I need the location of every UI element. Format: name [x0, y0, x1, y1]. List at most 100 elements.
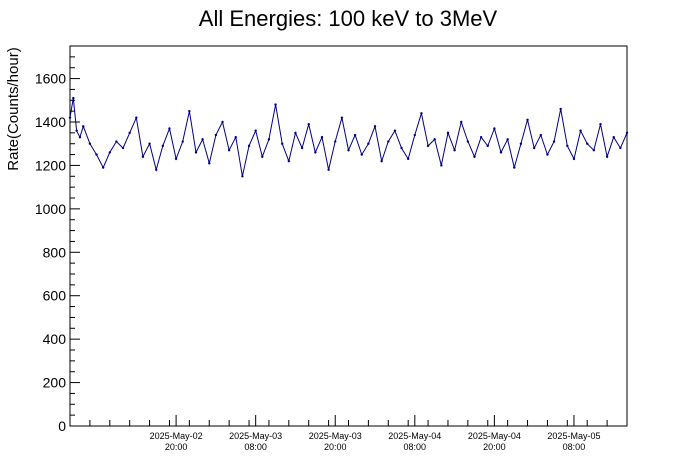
data-point: [334, 140, 337, 143]
data-point: [221, 120, 224, 124]
data-point: [566, 144, 569, 148]
y-axis-label: Rate(Counts/hour): [5, 47, 22, 170]
data-point: [599, 122, 602, 126]
data-point: [327, 168, 330, 171]
data-point: [161, 144, 165, 148]
data-point: [227, 149, 231, 152]
data-point: [280, 142, 284, 145]
data-point: [440, 164, 443, 167]
x-tick-label: 08:00: [244, 442, 267, 452]
data-point: [135, 116, 138, 119]
x-tick-label: 2025-May-05: [547, 431, 600, 441]
y-tick-label: 800: [43, 244, 67, 260]
y-tick-label: 1600: [35, 71, 66, 87]
data-point: [426, 144, 430, 148]
data-point: [287, 159, 291, 163]
series-line: [69, 98, 628, 177]
data-point: [473, 155, 476, 158]
data-point: [380, 159, 383, 163]
data-point: [373, 125, 377, 128]
data-point: [519, 142, 523, 145]
plot-area: 0 200 400 600 800 1000 1200 1400 1600 2025-May-02…: [35, 45, 629, 452]
y-tick-label: 200: [43, 375, 67, 391]
y-tick-label: 0: [58, 418, 66, 434]
data-point: [453, 149, 456, 152]
data-point: [168, 127, 171, 130]
data-point: [532, 146, 536, 150]
x-tick-label: 08:00: [404, 442, 427, 452]
data-point: [72, 96, 75, 100]
data-point: [214, 133, 218, 137]
data-point: [486, 144, 489, 148]
data-point: [128, 131, 131, 135]
data-point: [78, 136, 82, 139]
data-point: [82, 125, 85, 128]
data-point: [493, 127, 496, 130]
data-point: [592, 149, 596, 152]
data-point: [314, 151, 317, 154]
data-point: [294, 131, 297, 135]
y-tick-label: 1400: [35, 114, 66, 130]
data-point: [307, 122, 310, 126]
data-point: [446, 131, 450, 135]
data-point: [559, 107, 562, 111]
data-point: [612, 136, 615, 139]
data-point: [466, 140, 470, 143]
data-point: [300, 146, 304, 150]
chart-title: All Energies: 100 keV to 3MeV: [199, 6, 498, 31]
data-point: [267, 138, 271, 141]
data-point: [546, 153, 549, 156]
data-point: [605, 155, 609, 158]
data-point: [586, 142, 589, 145]
y-tick-label: 1000: [35, 201, 66, 217]
x-tick-label: 2025-May-03: [229, 431, 282, 441]
data-point: [188, 109, 191, 113]
x-tick-label: 2025-May-03: [309, 431, 362, 441]
data-point: [353, 133, 357, 137]
data-point: [387, 140, 390, 143]
x-tick-label: 20:00: [483, 442, 506, 452]
data-point: [141, 155, 145, 158]
data-point: [148, 142, 151, 145]
data-point: [121, 146, 125, 150]
data-point: [108, 151, 111, 154]
x-tick-label: 08:00: [563, 442, 586, 452]
data-point: [420, 112, 423, 115]
data-point: [274, 103, 277, 106]
data-point: [552, 140, 556, 143]
data-point: [254, 129, 257, 132]
data-point: [619, 146, 622, 150]
data-point: [406, 157, 410, 161]
x-tick-label: 20:00: [165, 442, 188, 452]
data-point: [433, 138, 436, 141]
data-point: [320, 136, 324, 139]
data-point: [174, 157, 178, 161]
data-point: [194, 151, 198, 154]
data-point: [75, 129, 78, 132]
data-point: [513, 166, 516, 169]
y-tick-label: 400: [43, 331, 67, 347]
data-point: [360, 153, 363, 156]
data-point: [499, 151, 503, 154]
data-point: [393, 129, 397, 132]
data-point: [95, 153, 98, 156]
data-point: [460, 120, 463, 124]
data-point: [201, 138, 204, 141]
data-point: [241, 175, 244, 178]
data-point: [526, 118, 529, 122]
data-point: [572, 157, 576, 161]
data-point: [506, 138, 509, 141]
data-point: [579, 129, 582, 132]
data-point: [181, 140, 184, 143]
x-tick-label: 2025-May-04: [468, 431, 521, 441]
data-point: [208, 162, 211, 165]
data-point: [479, 136, 483, 139]
data-point: [347, 149, 350, 152]
data-point: [68, 116, 72, 119]
data-point: [539, 133, 542, 137]
data-point: [367, 142, 370, 145]
x-tick-label: 2025-May-04: [388, 431, 441, 441]
data-point: [413, 133, 417, 137]
y-tick-label: 600: [43, 288, 67, 304]
